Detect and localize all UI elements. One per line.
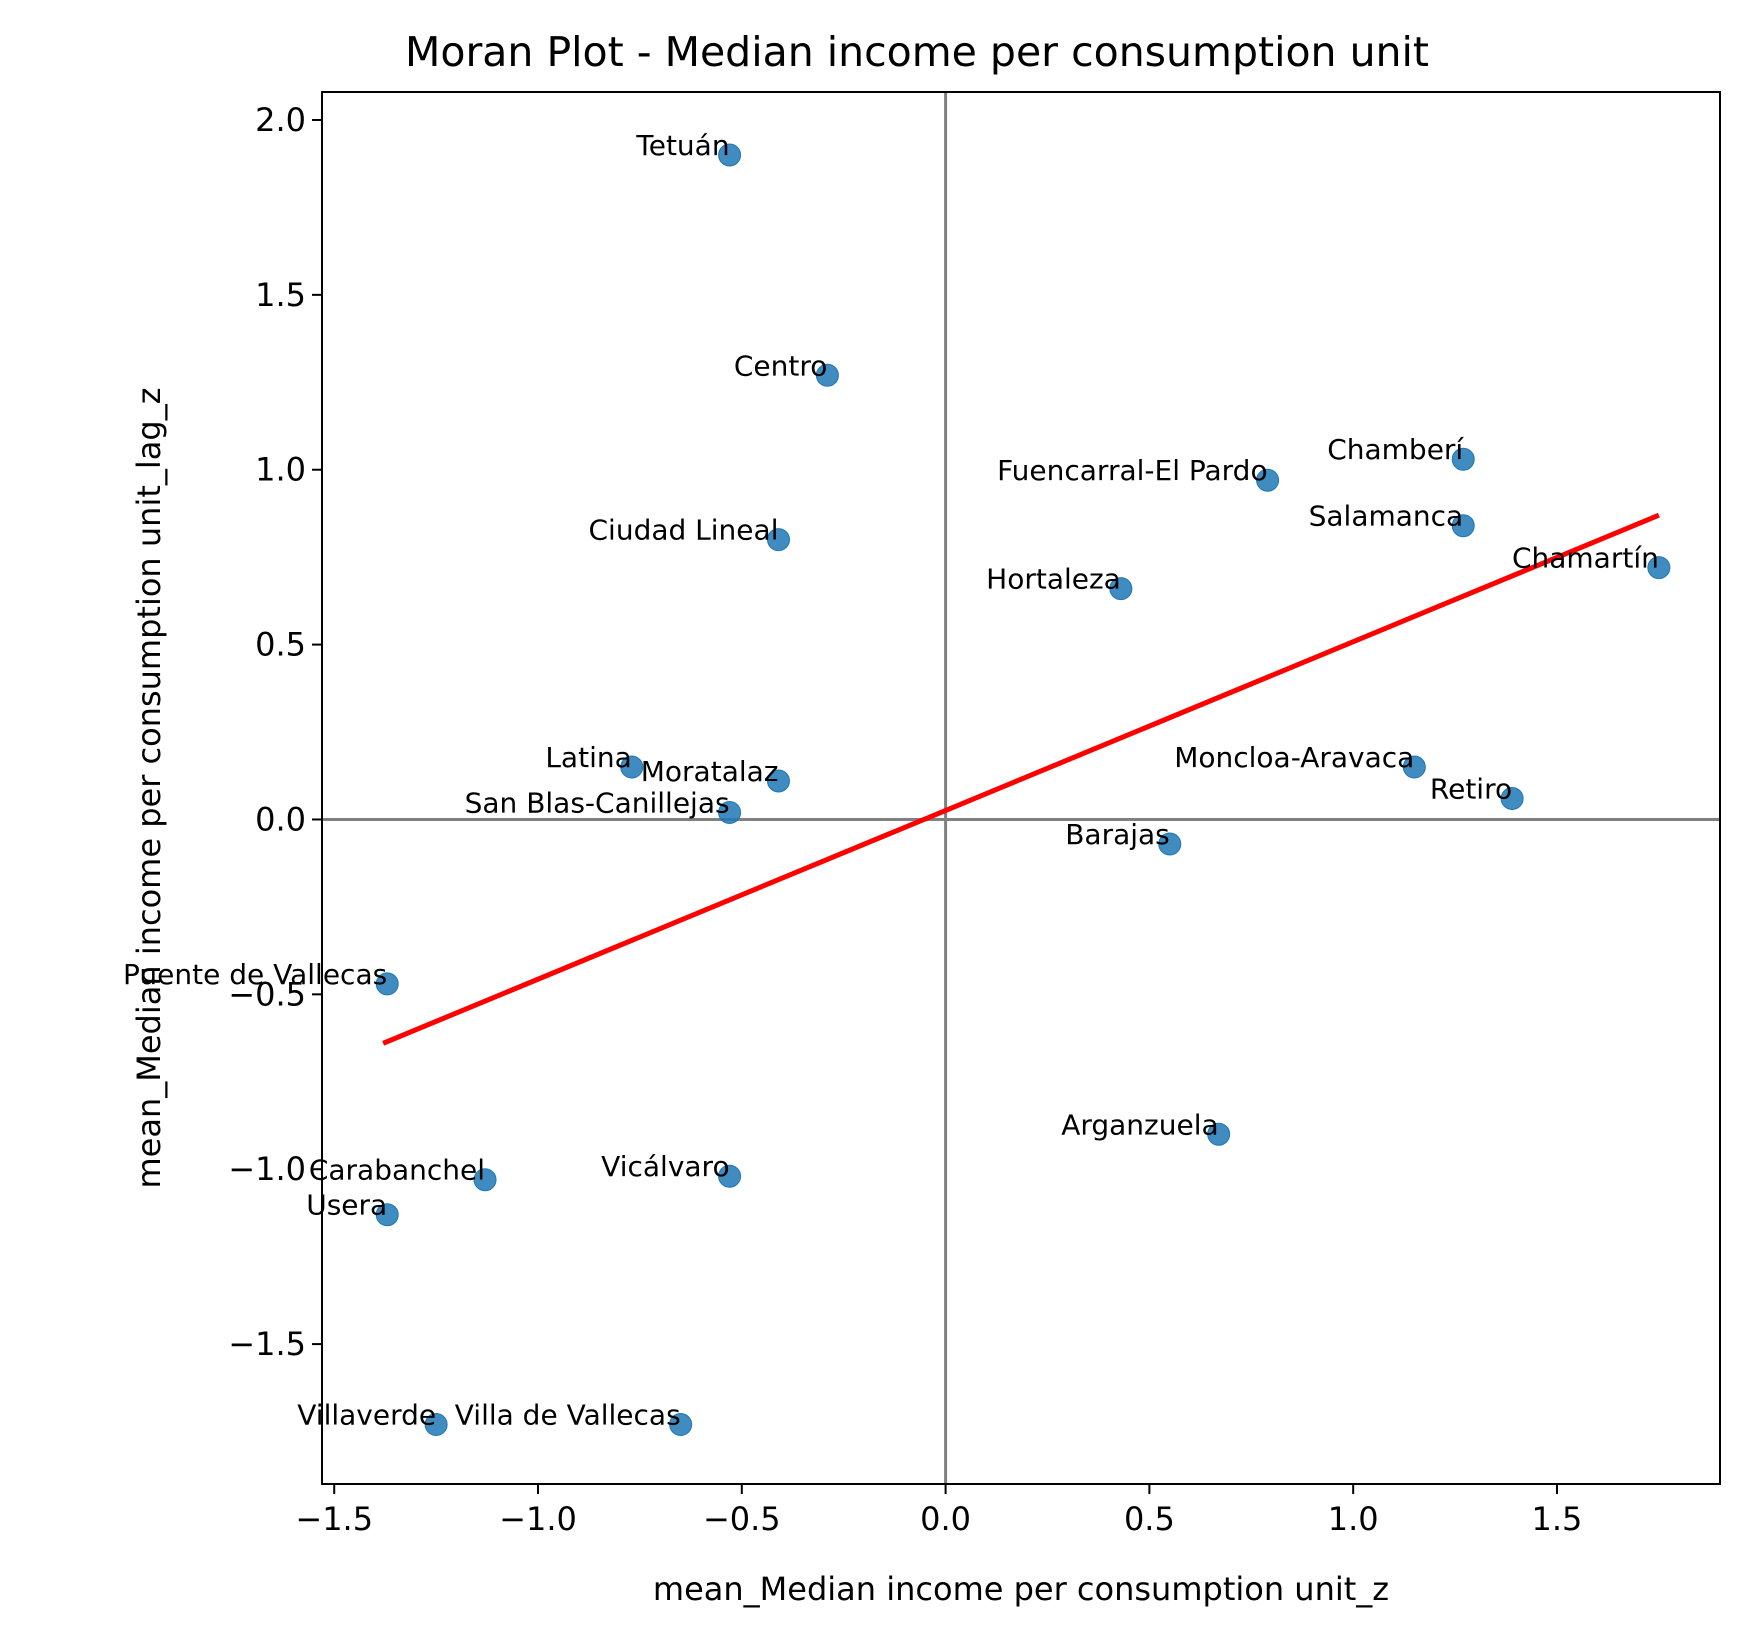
scatter-point xyxy=(473,1168,497,1192)
scatter-point xyxy=(766,528,790,552)
scatter-point xyxy=(375,972,399,996)
y-tick-label: 1.0 xyxy=(255,451,306,489)
y-axis: −1.5 −1.0 −0.5 0.0 0.5 1.0 1.5 2.0 xyxy=(228,101,322,1363)
scatter-point xyxy=(1451,514,1475,538)
point-label: Chamartín xyxy=(1512,542,1659,575)
scatter-point xyxy=(1207,1122,1231,1146)
plot-area: Tetuán Centro Chamberí Fuencarral-El Pardo C… xyxy=(123,92,1720,1484)
scatter-point xyxy=(669,1413,693,1437)
x-tick-label: 0.0 xyxy=(920,1500,971,1538)
scatter-point xyxy=(1451,447,1475,471)
scatter-point xyxy=(424,1413,448,1437)
point-label: Retiro xyxy=(1430,772,1512,805)
x-tick-label: −1.5 xyxy=(295,1500,373,1538)
point-label: Barajas xyxy=(1065,818,1170,851)
scatter-point xyxy=(718,143,742,167)
point-label: Hortaleza xyxy=(986,563,1121,596)
point-label: Centro xyxy=(734,349,828,382)
point-label: Moncloa-Aravaca xyxy=(1174,741,1414,774)
scatter-point xyxy=(718,800,742,824)
y-tick-label: −1.0 xyxy=(228,1150,306,1188)
point-label: Puente de Vallecas xyxy=(123,958,387,991)
point-label: Villaverde xyxy=(297,1399,436,1432)
point-label: Moratalaz xyxy=(641,755,779,788)
point-label: Villa de Vallecas xyxy=(455,1399,681,1432)
y-tick-label: 1.5 xyxy=(255,276,306,314)
point-label: Salamanca xyxy=(1309,500,1464,533)
point-label: Latina xyxy=(545,741,631,774)
y-axis-label: mean_Median income per consumption unit_… xyxy=(130,388,168,1189)
regression-line xyxy=(382,512,1660,1046)
x-axis: −1.5 −1.0 −0.5 0.0 0.5 1.0 1.5 xyxy=(295,1484,1582,1538)
y-tick-label: −1.5 xyxy=(228,1325,306,1363)
scatter-point xyxy=(1500,786,1524,810)
scatter-point xyxy=(1647,556,1671,580)
scatter-point xyxy=(1402,755,1426,779)
y-tick-label: −0.5 xyxy=(228,975,306,1013)
x-tick-label: 0.5 xyxy=(1124,1500,1175,1538)
point-label: Ciudad Lineal xyxy=(589,514,779,547)
chart-title: Moran Plot - Median income per consumpti… xyxy=(405,28,1429,76)
point-label: Fuencarral-El Pardo xyxy=(997,454,1268,487)
scatter-point xyxy=(718,1164,742,1188)
scatter-point xyxy=(766,769,790,793)
plot-frame xyxy=(321,91,1721,1485)
scatter-point xyxy=(620,755,644,779)
scatter-point xyxy=(815,363,839,387)
y-tick-label: 2.0 xyxy=(255,101,306,139)
x-tick-label: −1.0 xyxy=(499,1500,577,1538)
scatter-point xyxy=(1109,577,1133,601)
x-tick-label: 1.0 xyxy=(1328,1500,1379,1538)
point-label: Chamberí xyxy=(1327,433,1464,466)
point-label: Carabanchel xyxy=(309,1154,485,1187)
y-tick-label: 0.5 xyxy=(255,626,306,664)
x-axis-label: mean_Median income per consumption unit_… xyxy=(653,1570,1389,1608)
scatter-point xyxy=(1256,468,1280,492)
point-label: Arganzuela xyxy=(1061,1108,1218,1141)
point-label: San Blas-Canillejas xyxy=(465,786,730,819)
y-tick-label: 0.0 xyxy=(255,800,306,838)
point-label: Vicálvaro xyxy=(601,1150,729,1183)
x-tick-label: 1.5 xyxy=(1532,1500,1583,1538)
x-tick-label: −0.5 xyxy=(703,1500,781,1538)
scatter-point xyxy=(1158,832,1182,856)
point-label: Tetuán xyxy=(635,129,729,162)
point-label: Usera xyxy=(306,1189,387,1222)
scatter-point xyxy=(375,1203,399,1227)
